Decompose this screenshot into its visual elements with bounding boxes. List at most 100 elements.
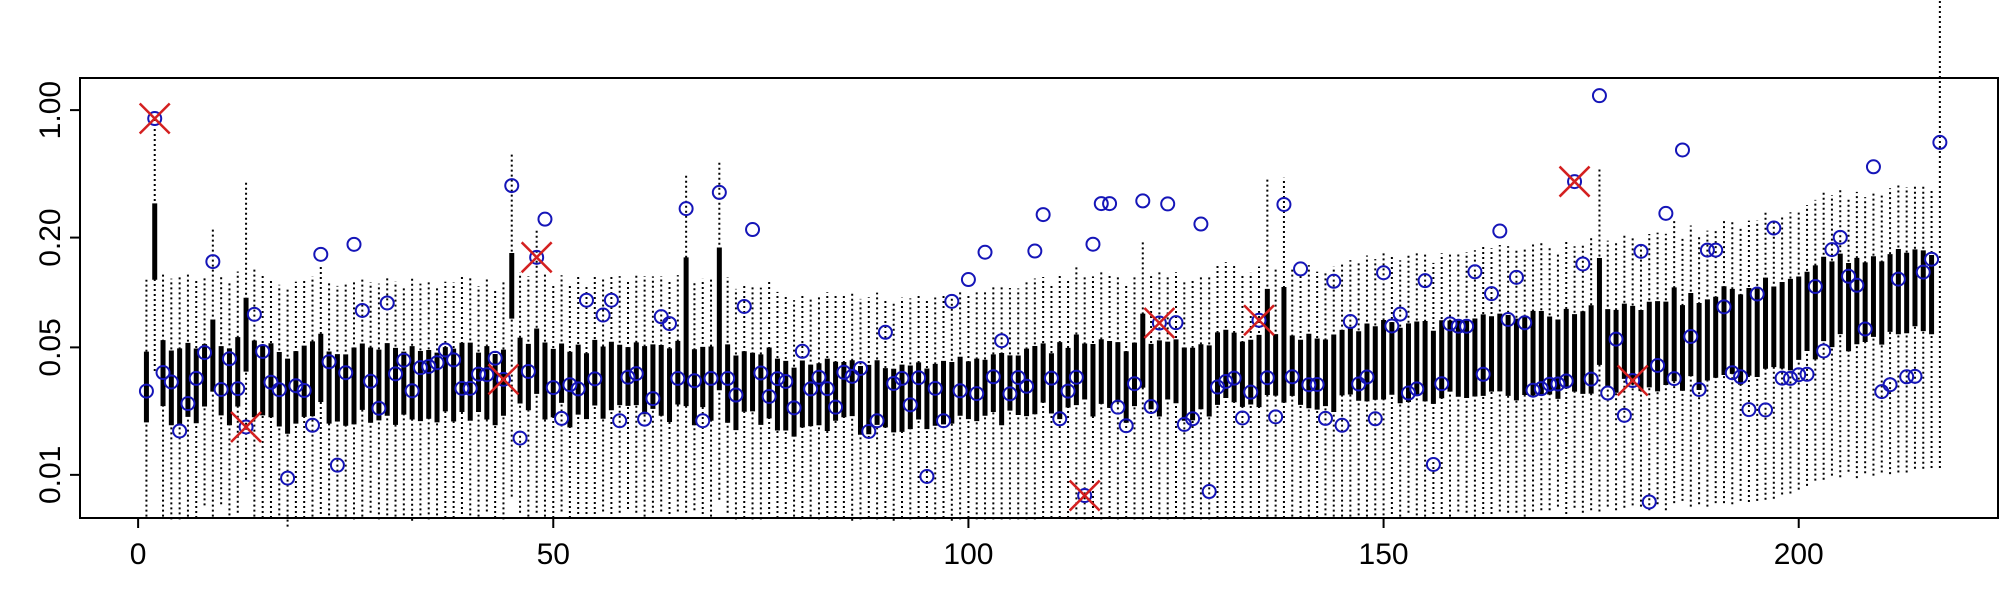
data-point-209: [1865, 159, 1881, 175]
data-point-62: [645, 391, 661, 407]
data-point-97: [936, 413, 952, 429]
data-point-142: [1309, 376, 1325, 392]
data-point-111: [1052, 411, 1068, 427]
data-point-197: [1766, 220, 1782, 236]
data-point-114: [1077, 488, 1093, 504]
data-point-9: [205, 254, 221, 270]
data-point-188: [1691, 381, 1707, 397]
data-point-185: [1666, 371, 1682, 387]
data-point-175: [1583, 371, 1599, 387]
data-point-150: [1376, 265, 1392, 281]
data-point-204: [1824, 242, 1840, 258]
y-axis: 0.01 0.05 0.20 1.00: [34, 81, 80, 504]
data-point-169: [1533, 381, 1549, 397]
data-point-151: [1384, 318, 1400, 334]
data-point-198: [1774, 370, 1790, 386]
data-point-29: [371, 400, 387, 416]
data-point-189: [1699, 242, 1715, 258]
data-point-178: [1608, 331, 1624, 347]
data-point-80: [794, 343, 810, 359]
data-point-182: [1641, 494, 1657, 510]
data-point-171: [1550, 376, 1566, 392]
data-point-193: [1733, 369, 1749, 385]
data-point-115: [1085, 236, 1101, 252]
data-point-217: [1932, 134, 1948, 150]
x-tick-label-0: 0: [130, 538, 147, 571]
data-point-30: [379, 295, 395, 311]
flag-mark-2-b: [138, 102, 171, 135]
data-point-181: [1633, 243, 1649, 259]
data-point-120: [1126, 376, 1142, 392]
data-point-206: [1841, 268, 1857, 284]
data-point-75: [753, 365, 769, 381]
data-point-179: [1616, 407, 1632, 423]
data-point-20: [296, 383, 312, 399]
data-point-141: [1301, 377, 1317, 393]
data-point-94: [911, 370, 927, 386]
data-point-40: [462, 380, 478, 396]
data-point-184: [1658, 205, 1674, 221]
data-point-100: [960, 272, 976, 288]
data-point-205: [1832, 229, 1848, 245]
data-point-76: [761, 388, 777, 404]
data-point-55: [587, 371, 603, 387]
data-point-212: [1890, 271, 1906, 287]
data-point-64: [662, 316, 678, 332]
data-point-59: [620, 369, 636, 385]
data-point-38: [446, 352, 462, 368]
data-point-190: [1708, 242, 1724, 258]
data-point-95: [919, 468, 935, 484]
data-point-113: [1068, 369, 1084, 385]
data-point-162: [1475, 366, 1491, 382]
y-tick-label-2: 0.20: [34, 208, 67, 266]
data-point-127: [1185, 411, 1201, 427]
data-point-79: [786, 400, 802, 416]
data-point-91: [886, 375, 902, 391]
data-point-51: [554, 410, 570, 426]
data-point-140: [1293, 261, 1309, 277]
data-point-101: [969, 386, 985, 402]
data-point-143: [1317, 410, 1333, 426]
data-point-34: [412, 360, 428, 376]
data-point-28: [363, 373, 379, 389]
data-point-84: [828, 399, 844, 415]
data-point-173: [1567, 174, 1583, 190]
data-point-163: [1484, 286, 1500, 302]
data-point-57: [603, 292, 619, 308]
data-point-42: [479, 367, 495, 383]
data-point-152: [1392, 306, 1408, 322]
data-point-25: [338, 365, 354, 381]
data-point-6: [180, 396, 196, 412]
data-point-14: [246, 306, 262, 322]
data-point-156: [1425, 456, 1441, 472]
data-point-183: [1650, 357, 1666, 373]
y-tick-label-3: 1.00: [34, 81, 67, 139]
data-point-70: [711, 184, 727, 200]
flag-mark-13-b: [230, 411, 262, 443]
data-point-18: [280, 470, 296, 486]
data-point-168: [1525, 382, 1541, 398]
data-point-12: [230, 381, 246, 397]
data-point-31: [388, 366, 404, 382]
data-point-81: [803, 381, 819, 397]
data-point-216: [1924, 251, 1940, 267]
data-point-61: [637, 411, 653, 427]
data-point-112: [1060, 383, 1076, 399]
data-point-68: [695, 413, 711, 429]
data-point-196: [1758, 402, 1774, 418]
data-point-215: [1915, 264, 1931, 280]
y-tick-label-0: 0.01: [34, 446, 67, 504]
data-point-109: [1035, 207, 1051, 223]
data-point-37: [437, 342, 453, 358]
data-point-214: [1907, 368, 1923, 384]
flag-mark-114-b: [1068, 479, 1101, 512]
flag-layer: [138, 102, 1649, 512]
data-point-122: [1143, 399, 1159, 415]
data-point-119: [1118, 418, 1134, 434]
data-point-192: [1724, 365, 1740, 381]
point-layer: [138, 88, 1948, 510]
data-point-138: [1276, 196, 1292, 212]
data-point-129: [1201, 484, 1217, 500]
data-point-203: [1816, 343, 1832, 359]
data-point-211: [1882, 377, 1898, 393]
